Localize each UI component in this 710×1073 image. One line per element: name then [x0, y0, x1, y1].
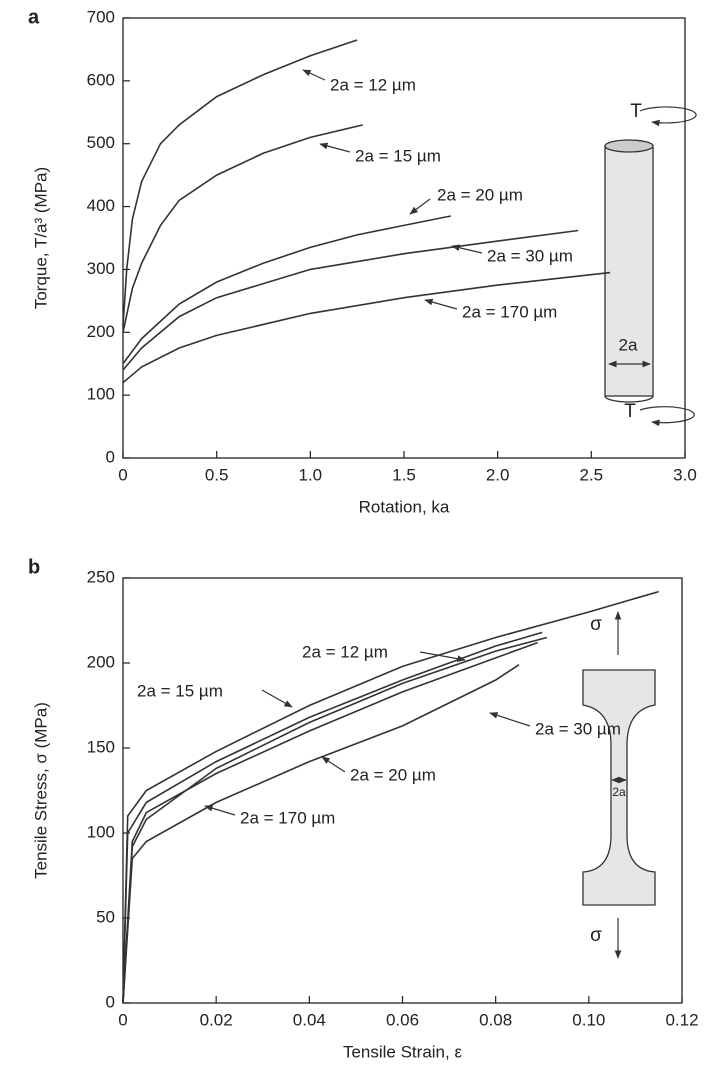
- y-tick-label: 100: [87, 822, 115, 841]
- panel-label: b: [28, 556, 40, 578]
- diagram-label: 2a: [619, 335, 638, 354]
- x-axis-label: Tensile Strain, ε: [343, 1042, 462, 1061]
- x-tick-label: 0.12: [665, 1010, 698, 1029]
- series-label: 2a = 30 µm: [487, 246, 573, 265]
- y-tick-label: 400: [87, 196, 115, 215]
- x-tick-label: 0.08: [479, 1010, 512, 1029]
- leader: [419, 651, 466, 662]
- leader: [204, 804, 236, 816]
- y-tick-label: 0: [106, 447, 115, 466]
- series-label: 2a = 12 µm: [330, 75, 416, 94]
- curve: [122, 39, 358, 327]
- diagram-label: σ: [590, 925, 602, 946]
- diagram-label: σ: [590, 614, 602, 635]
- x-tick-label: 1.0: [299, 465, 323, 484]
- curve: [122, 229, 579, 371]
- diagram-label: T: [624, 401, 636, 422]
- series-label: 2a = 30 µm: [535, 719, 621, 738]
- y-tick-label: 700: [87, 7, 115, 26]
- leader: [319, 142, 351, 153]
- x-tick-label: 1.5: [392, 465, 416, 484]
- y-tick-label: 150: [87, 737, 115, 756]
- x-tick-label: 0.10: [572, 1010, 605, 1029]
- y-tick-label: 0: [106, 992, 115, 1011]
- curve: [122, 590, 659, 1004]
- x-tick-label: 2.0: [486, 465, 510, 484]
- leader: [261, 689, 293, 708]
- series-label: 2a = 20 µm: [350, 765, 436, 784]
- y-tick-label: 600: [87, 70, 115, 89]
- curve: [122, 271, 611, 384]
- series-label: 2a = 20 µm: [437, 185, 523, 204]
- panel-label: a: [28, 6, 40, 28]
- diagram-label: T: [630, 101, 642, 122]
- y-axis-label: Tensile Stress, σ (MPa): [31, 702, 50, 879]
- leader: [424, 298, 458, 310]
- series-label: 2a = 170 µm: [240, 808, 335, 827]
- curve: [122, 636, 548, 1004]
- x-tick-label: 0.5: [205, 465, 229, 484]
- leader: [451, 244, 483, 254]
- curve: [122, 641, 538, 1004]
- y-tick-label: 300: [87, 259, 115, 278]
- series-label: 2a = 170 µm: [462, 302, 557, 321]
- leader: [302, 69, 326, 81]
- leader: [321, 756, 346, 773]
- x-tick-label: 0.02: [200, 1010, 233, 1029]
- diagram-label: 2a: [612, 785, 626, 799]
- x-tick-label: 0.04: [293, 1010, 326, 1029]
- curve: [122, 631, 543, 1004]
- y-axis-label: Torque, T/a³ (MPa): [31, 167, 50, 309]
- curve: [122, 664, 520, 1004]
- y-tick-label: 50: [96, 907, 115, 926]
- y-tick-label: 200: [87, 322, 115, 341]
- series-label: 2a = 15 µm: [137, 681, 223, 700]
- y-tick-label: 250: [87, 567, 115, 586]
- x-tick-label: 0: [118, 465, 127, 484]
- x-tick-label: 3.0: [673, 465, 697, 484]
- torsion-diagram: [604, 106, 697, 427]
- leader: [489, 712, 531, 727]
- x-tick-label: 0: [118, 1010, 127, 1029]
- series-label: 2a = 12 µm: [302, 642, 388, 661]
- y-tick-label: 500: [87, 133, 115, 152]
- curve: [122, 124, 363, 333]
- curve: [122, 215, 451, 365]
- tensile-diagram: [582, 611, 656, 959]
- x-axis-label: Rotation, ka: [359, 497, 450, 516]
- leader: [409, 198, 431, 215]
- y-tick-label: 100: [87, 385, 115, 404]
- series-label: 2a = 15 µm: [355, 146, 441, 165]
- x-tick-label: 2.5: [580, 465, 604, 484]
- y-tick-label: 200: [87, 652, 115, 671]
- x-tick-label: 0.06: [386, 1010, 419, 1029]
